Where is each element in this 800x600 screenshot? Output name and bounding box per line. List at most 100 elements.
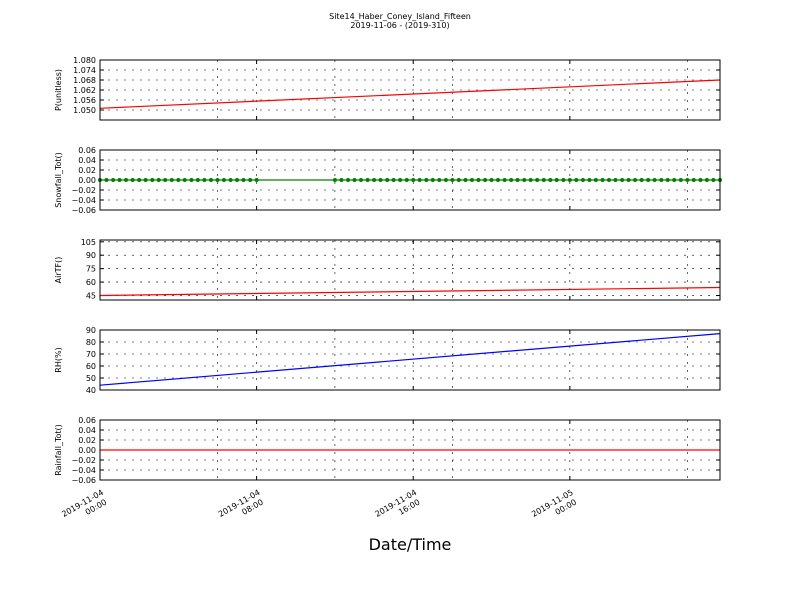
data-point (372, 178, 377, 182)
data-point (535, 178, 540, 182)
data-point (150, 178, 155, 182)
data-point (522, 178, 527, 182)
data-point (665, 178, 670, 182)
y-axis-label: Snowfall_Tot() (54, 152, 63, 208)
data-point (221, 178, 226, 182)
data-point (685, 178, 690, 182)
y-tick-label: 0.06 (78, 146, 96, 155)
data-point (228, 178, 233, 182)
data-point (404, 178, 409, 182)
data-point (593, 178, 598, 182)
y-axis-label: Rainfall_Tot() (54, 424, 63, 476)
data-point (659, 178, 664, 182)
panel-5: −0.06−0.04−0.020.000.020.040.06 Rainfall_… (54, 416, 721, 485)
data-point (189, 178, 194, 182)
y-tick-label: 0.00 (78, 446, 96, 455)
data-point (483, 178, 488, 182)
data-point (254, 178, 259, 182)
y-tick-label: −0.04 (71, 196, 96, 205)
y-tick-label: 1.056 (73, 96, 96, 105)
data-point (104, 178, 109, 182)
data-point (613, 178, 618, 182)
y-tick-label: 70 (86, 350, 96, 359)
series-line (99, 79, 721, 109)
y-tick-label: 75 (86, 265, 96, 274)
data-point (398, 178, 403, 182)
plot-frame (99, 149, 721, 211)
data-point (137, 178, 142, 182)
data-point (509, 178, 514, 182)
y-tick-label: −0.02 (71, 186, 96, 195)
data-point (626, 178, 631, 182)
series-line (99, 286, 721, 297)
panel-2: −0.06−0.04−0.020.000.020.040.06 Snowfall_… (54, 146, 722, 215)
data-point (456, 178, 461, 182)
data-point (495, 178, 500, 182)
data-point (124, 178, 129, 182)
y-tick-label: 0.02 (78, 166, 96, 175)
data-point (652, 178, 657, 182)
data-point (450, 178, 455, 182)
y-tick-label: 90 (86, 326, 96, 335)
data-point (163, 178, 168, 182)
x-axis-label: Date/Time (369, 535, 452, 554)
data-point (430, 178, 435, 182)
plot-frame (99, 239, 721, 301)
data-point (476, 178, 481, 182)
y-tick-label: 0.00 (78, 176, 96, 185)
data-point (143, 178, 148, 182)
data-point (698, 178, 703, 182)
plot-frame (99, 419, 721, 481)
panel-4: 40 50 60 70 80 90 RH(%) (54, 326, 721, 395)
data-point (437, 178, 442, 182)
plot-frame (99, 59, 721, 121)
data-point (169, 178, 174, 182)
figure-title: Site14_Haber_Coney_Island_Fifteen (329, 12, 471, 21)
data-point (639, 178, 644, 182)
data-point (515, 178, 520, 182)
y-tick-label: 90 (86, 251, 96, 260)
plot-frame (99, 329, 721, 391)
data-point (489, 178, 494, 182)
panel-3: 45 60 75 90 105 AirTF() (54, 238, 721, 301)
y-tick-label: 0.02 (78, 436, 96, 445)
data-point (600, 178, 605, 182)
series-line (99, 333, 721, 386)
data-point (424, 178, 429, 182)
data-point (111, 178, 116, 182)
y-axis-label: P(unitless) (54, 69, 63, 111)
data-point (502, 178, 507, 182)
data-point (346, 178, 351, 182)
y-tick-label: 1.068 (73, 76, 96, 85)
data-point (574, 178, 579, 182)
figure-subtitle: 2019-11-06 - (2019-310) (350, 21, 449, 30)
data-point (156, 178, 161, 182)
data-point (241, 178, 246, 182)
data-point (117, 178, 122, 182)
data-point (209, 178, 214, 182)
y-tick-label: −0.06 (71, 476, 96, 485)
data-point (541, 178, 546, 182)
y-axis-label: AirTF() (54, 257, 63, 284)
data-point (463, 178, 468, 182)
y-tick-label: 40 (86, 386, 96, 395)
data-point (378, 178, 383, 182)
data-point (561, 178, 566, 182)
data-point (182, 178, 187, 182)
data-point (202, 178, 207, 182)
data-point (580, 178, 585, 182)
data-point (606, 178, 611, 182)
data-point (691, 178, 696, 182)
data-point (554, 178, 559, 182)
data-point (248, 178, 253, 182)
y-tick-label: 80 (86, 338, 96, 347)
data-point (548, 178, 553, 182)
y-tick-label: 0.04 (78, 426, 96, 435)
data-point (633, 178, 638, 182)
